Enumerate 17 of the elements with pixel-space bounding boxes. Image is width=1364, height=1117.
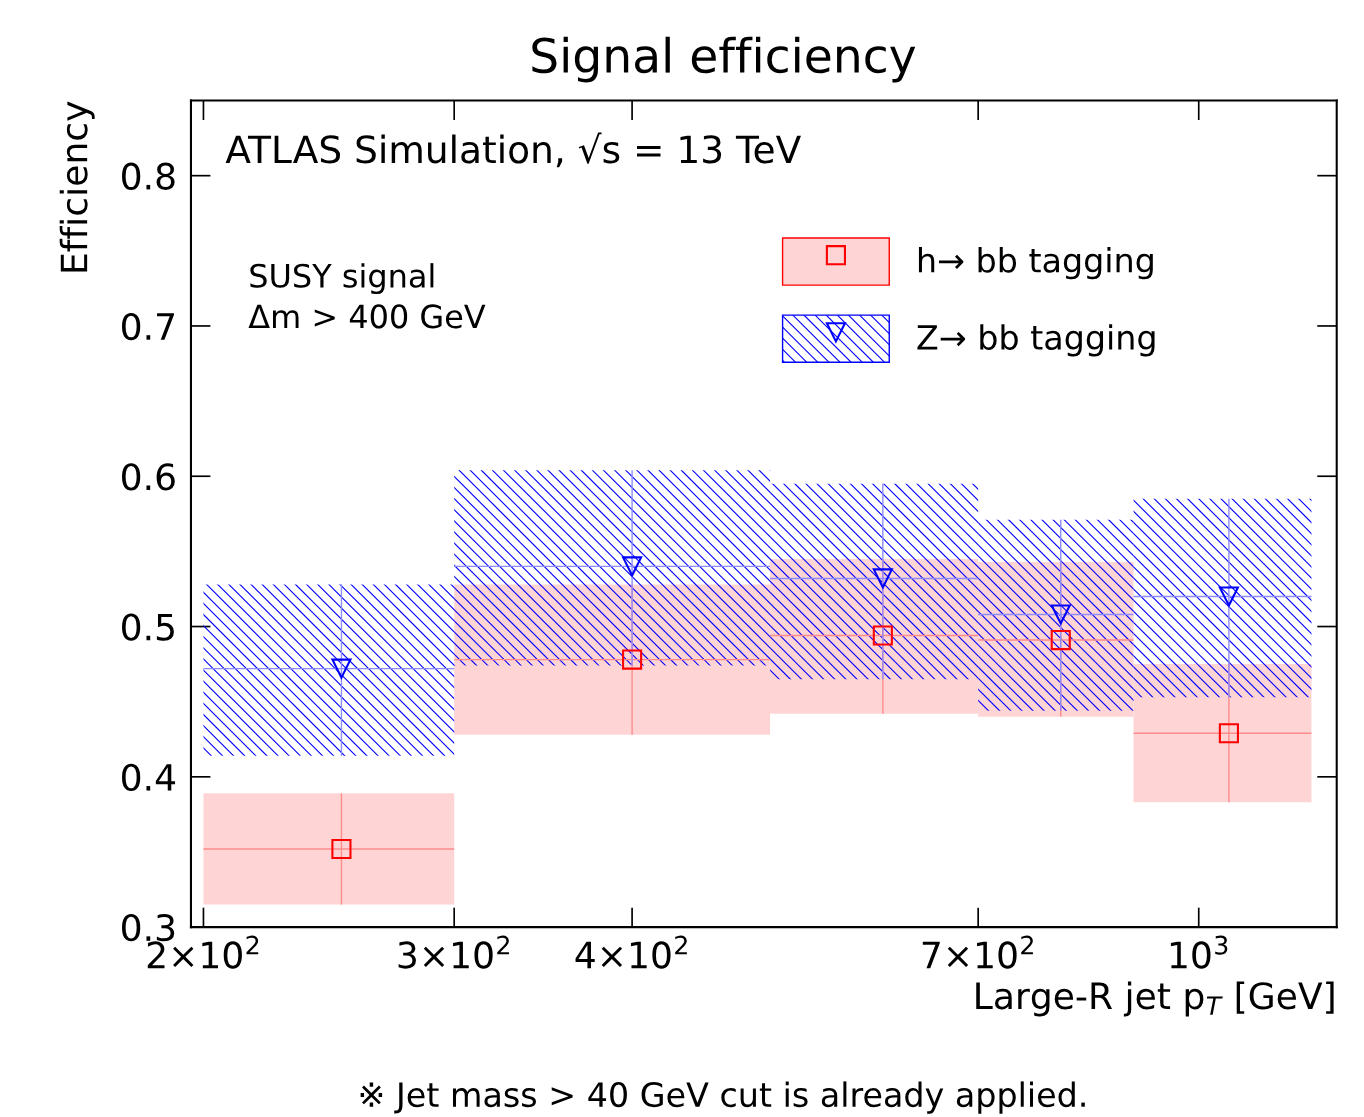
legend-label: Z→ bb tagging (917, 324, 1155, 357)
x-tick-label: 4×10$^{2}$ (575, 935, 687, 969)
y-tick-label: 0.6 (122, 463, 175, 491)
annotation: SUSY signal Δm > 400 GeV (248, 263, 486, 329)
x-tick-label: 3×10$^{2}$ (398, 935, 509, 969)
y-tick-label: 0.7 (122, 312, 174, 341)
y-tick-label: 0.4 (122, 763, 176, 792)
x-tick-label: 10$^{3}$ (1170, 935, 1228, 969)
x-tick-label: 7×10$^{2}$ (922, 935, 1033, 969)
y-tick-label: 0.8 (122, 162, 175, 190)
legend-label: h→ bb tagging (918, 246, 1153, 280)
x-axis-title: Large-R jet p$_{T}$ [GeV] (976, 981, 1334, 1017)
y-tick-label: 0.5 (122, 613, 174, 641)
y-axis-title: Efficiency (59, 101, 95, 272)
chart-title: Signal efficiency (532, 36, 916, 83)
annotation: ATLAS Simulation, √s = 13 TeV (225, 132, 801, 168)
text: ※ Jet mass > 40 GeV cut is already applied. (360, 1081, 1085, 1114)
